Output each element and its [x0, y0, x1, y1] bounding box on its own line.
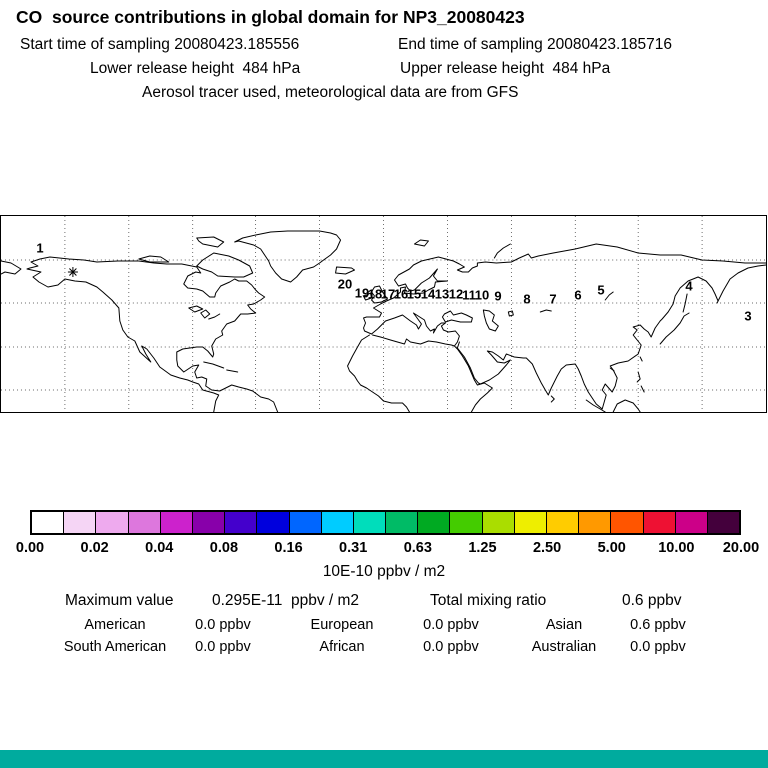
region-name: American	[84, 617, 146, 633]
lower-release-text: Lower release height 484 hPa	[90, 60, 301, 77]
map-panel: 1 20 19 18 17 16 15 14 13 12 11 10 9 8 7 6 5 4 3	[0, 215, 767, 413]
tracer-info-text: Aerosol tracer used, meteorological data…	[142, 84, 519, 101]
colorbar-segment	[128, 512, 161, 533]
colorbar-segment	[353, 512, 387, 533]
bottom-bar	[0, 750, 768, 768]
colorbar-segment	[64, 512, 97, 533]
total-mixing-ratio-value: 0.6 ppbv	[622, 592, 682, 609]
colorbar-tick-label: 1.25	[468, 540, 497, 556]
coastlines	[1, 230, 766, 412]
colorbar-tick-label: 0.16	[274, 540, 303, 556]
region-value: 0.6 ppbv	[630, 617, 686, 633]
colorbar-segment	[611, 512, 644, 533]
colorbar-segment	[96, 512, 129, 533]
colorbar-ticks: 0.00 0.02 0.04 0.08 0.16 0.31 0.63 1.25 2.50 5.00…	[16, 540, 759, 557]
region-stats: American 0.0 ppbv European 0.0 ppbv Asian 0.6…	[0, 617, 768, 665]
colorbar-tick-label: 0.00	[15, 540, 45, 556]
colorbar-segment	[707, 512, 740, 533]
colorbar-segment	[160, 512, 193, 533]
colorbar-tick-label: 0.31	[339, 540, 368, 556]
colorbar-segment	[675, 512, 708, 533]
colorbar-tick-label: 10.00	[658, 540, 695, 556]
total-mixing-ratio-label: Total mixing ratio	[430, 592, 547, 609]
region-name: South American	[63, 639, 167, 655]
colorbar-segment	[643, 512, 676, 533]
colorbar-tick-label: 20.00	[722, 540, 760, 556]
colorbar-segment	[257, 512, 290, 533]
end-time-text: End time of sampling 20080423.185716	[398, 36, 673, 53]
region-value: 0.0 ppbv	[195, 639, 251, 655]
region-name: African	[319, 639, 365, 655]
receptor-marker	[67, 267, 78, 277]
colorbar-tick-label: 0.02	[80, 540, 109, 556]
colorbar-segment	[289, 512, 322, 533]
colorbar-segment	[418, 512, 451, 533]
colorbar-segment	[579, 512, 612, 533]
colorbar-segment	[32, 512, 65, 533]
colorbar-segment	[482, 512, 515, 533]
region-value: 0.0 ppbv	[423, 617, 479, 633]
colorbar-tick-label: 5.00	[597, 540, 626, 556]
region-name: Asian	[545, 617, 583, 633]
max-value-label: Maximum value	[65, 592, 174, 609]
map-gridlines	[1, 216, 766, 412]
start-time-text: Start time of sampling 20080423.185556	[20, 36, 300, 53]
colorbar-tick-label: 0.08	[209, 540, 239, 556]
region-value: 0.0 ppbv	[423, 639, 479, 655]
colorbar-tick-label: 0.63	[403, 540, 432, 556]
region-value: 0.0 ppbv	[195, 617, 251, 633]
colorbar-segment	[547, 512, 580, 533]
colorbar-segment	[321, 512, 354, 533]
colorbar-units: 10E-10 ppbv / m2	[322, 563, 446, 580]
colorbar-segment	[225, 512, 258, 533]
upper-release-text: Upper release height 484 hPa	[400, 60, 611, 77]
max-value-text: 0.295E-11 ppbv / m2	[212, 592, 360, 609]
region-name: Australian	[531, 639, 597, 655]
world-map	[1, 216, 766, 412]
colorbar	[30, 510, 741, 535]
colorbar-segment	[386, 512, 419, 533]
colorbar-tick-label: 0.04	[145, 540, 174, 556]
colorbar-segment	[192, 512, 226, 533]
colorbar-segment	[514, 512, 547, 533]
region-name: European	[310, 617, 374, 633]
colorbar-tick-label: 2.50	[532, 540, 562, 556]
colorbar-segment	[450, 512, 483, 533]
figure-title: CO source contributions in global domain…	[16, 7, 525, 27]
region-value: 0.0 ppbv	[630, 639, 686, 655]
